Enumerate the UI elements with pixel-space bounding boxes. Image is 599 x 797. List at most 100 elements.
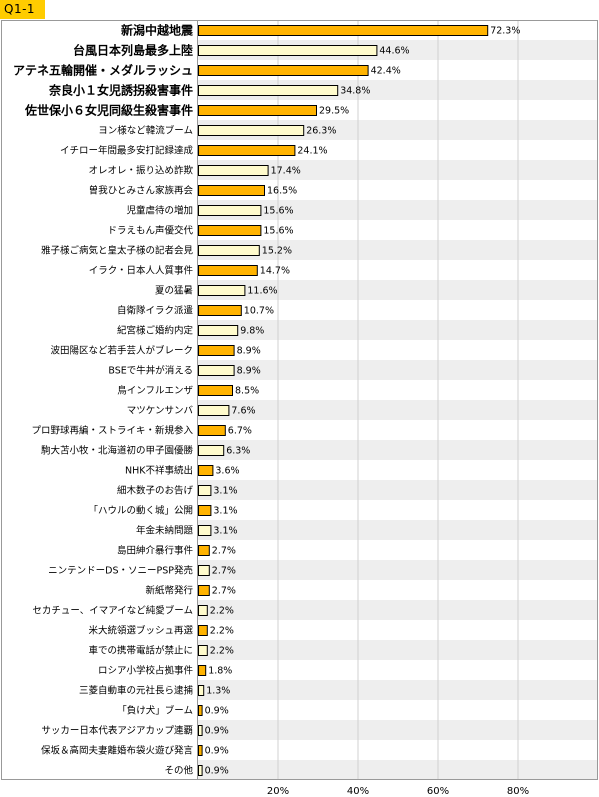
label-row-bg bbox=[1, 80, 197, 100]
value-label: 3.6% bbox=[215, 466, 239, 477]
label-row-bg bbox=[1, 380, 197, 400]
plot-row-bg bbox=[198, 580, 598, 600]
bar bbox=[198, 345, 235, 356]
value-label: 1.8% bbox=[208, 666, 232, 677]
label-row-bg bbox=[1, 640, 197, 660]
category-label: 鳥インフルエンザ bbox=[117, 385, 193, 397]
value-label: 8.5% bbox=[235, 386, 259, 397]
bar bbox=[198, 205, 262, 216]
category-label: 新潟中越地震 bbox=[121, 23, 194, 38]
bar bbox=[198, 105, 317, 116]
category-label: 駒大苫小牧・北海道初の甲子園優勝 bbox=[41, 445, 194, 457]
category-label: 三菱自動車の元社長ら逮捕 bbox=[79, 685, 193, 697]
value-label: 29.5% bbox=[319, 106, 349, 117]
bar bbox=[198, 605, 208, 616]
value-label: 8.9% bbox=[237, 346, 261, 357]
label-row-bg bbox=[1, 560, 197, 580]
bar bbox=[198, 585, 210, 596]
label-row-bg bbox=[1, 480, 197, 500]
value-label: 24.1% bbox=[297, 146, 327, 157]
plot-row-bg bbox=[198, 520, 598, 540]
bar bbox=[198, 365, 235, 376]
category-label: オレオレ・振り込め詐欺 bbox=[88, 165, 193, 177]
plot-row-bg bbox=[198, 600, 598, 620]
bar bbox=[198, 385, 233, 396]
label-row-bg bbox=[1, 500, 197, 520]
question-id-badge: Q1-1 bbox=[0, 0, 45, 19]
category-label: 「負け犬」ブーム bbox=[117, 705, 193, 717]
value-label: 2.2% bbox=[210, 606, 234, 617]
value-label: 3.1% bbox=[213, 486, 237, 497]
label-row-bg bbox=[1, 400, 197, 420]
bar bbox=[198, 425, 226, 436]
bar bbox=[198, 725, 203, 736]
plot-row-bg bbox=[198, 160, 598, 180]
plot-row-bg bbox=[198, 680, 598, 700]
x-tick-label: 40% bbox=[347, 786, 369, 797]
category-label: 米大統領選ブッシュ再選 bbox=[88, 625, 193, 637]
label-row-bg bbox=[1, 240, 197, 260]
value-label: 14.7% bbox=[260, 266, 290, 277]
plot-row-bg bbox=[198, 560, 598, 580]
value-label: 15.6% bbox=[263, 206, 293, 217]
category-label: 佐世保小６女児同級生殺害事件 bbox=[24, 103, 193, 118]
bar bbox=[198, 565, 210, 576]
value-label: 15.2% bbox=[262, 246, 292, 257]
label-row-bg bbox=[1, 180, 197, 200]
value-label: 2.7% bbox=[212, 566, 236, 577]
plot-row-bg bbox=[198, 260, 598, 280]
bar bbox=[198, 145, 296, 156]
plot-row-bg bbox=[198, 760, 598, 780]
category-label: イラク・日本人人質事件 bbox=[89, 265, 194, 277]
category-label: 波田陽区など若手芸人がブレーク bbox=[50, 345, 193, 357]
category-label: 夏の猛暑 bbox=[155, 285, 193, 297]
label-row-bg bbox=[1, 120, 197, 140]
plot-row-bg bbox=[198, 240, 598, 260]
plot-row-bg bbox=[198, 540, 598, 560]
label-row-bg bbox=[1, 160, 197, 180]
category-label: 「ハウルの動く城」公開 bbox=[88, 506, 193, 517]
category-label: その他 bbox=[164, 765, 193, 777]
plot-row-bg bbox=[198, 340, 598, 360]
value-label: 6.3% bbox=[226, 446, 250, 457]
bar bbox=[198, 445, 225, 456]
value-label: 0.9% bbox=[205, 766, 229, 777]
label-row-bg bbox=[1, 420, 197, 440]
bar bbox=[198, 545, 210, 556]
value-label: 7.6% bbox=[231, 406, 255, 417]
label-row-bg bbox=[1, 20, 197, 40]
category-label: 奈良小１女児誘拐殺害事件 bbox=[48, 83, 193, 98]
plot-row-bg bbox=[198, 700, 598, 720]
category-label: イチロー年間最多安打記録達成 bbox=[60, 145, 194, 157]
value-label: 2.7% bbox=[212, 546, 236, 557]
category-label: 車での携帯電話が禁止に bbox=[88, 645, 193, 657]
value-label: 26.3% bbox=[306, 126, 336, 137]
plot-row-bg bbox=[198, 420, 598, 440]
label-row-bg bbox=[1, 660, 197, 680]
label-row-bg bbox=[1, 60, 197, 80]
label-row-bg bbox=[1, 340, 197, 360]
category-label: 年金未納問題 bbox=[136, 525, 194, 537]
bar bbox=[198, 465, 214, 476]
category-label: ロシア小学校占拠事件 bbox=[98, 665, 194, 677]
bar bbox=[198, 125, 305, 136]
label-row-bg bbox=[1, 300, 197, 320]
plot-row-bg bbox=[198, 200, 598, 220]
bar bbox=[198, 45, 378, 56]
category-label: 自衛隊イラク派遣 bbox=[117, 305, 194, 317]
value-label: 72.3% bbox=[490, 26, 520, 37]
value-label: 2.7% bbox=[212, 586, 236, 597]
label-row-bg bbox=[1, 360, 197, 380]
value-label: 15.6% bbox=[263, 226, 293, 237]
label-row-bg bbox=[1, 540, 197, 560]
bar bbox=[198, 285, 246, 296]
label-row-bg bbox=[1, 460, 197, 480]
bar bbox=[198, 25, 489, 36]
plot-row-bg bbox=[198, 620, 598, 640]
bar bbox=[198, 405, 230, 416]
bar bbox=[198, 685, 205, 696]
label-row-bg bbox=[1, 280, 197, 300]
category-label: 台風日本列島最多上陸 bbox=[73, 43, 193, 58]
category-label: 紀宮様ご婚約内定 bbox=[117, 325, 194, 337]
bar bbox=[198, 305, 242, 316]
